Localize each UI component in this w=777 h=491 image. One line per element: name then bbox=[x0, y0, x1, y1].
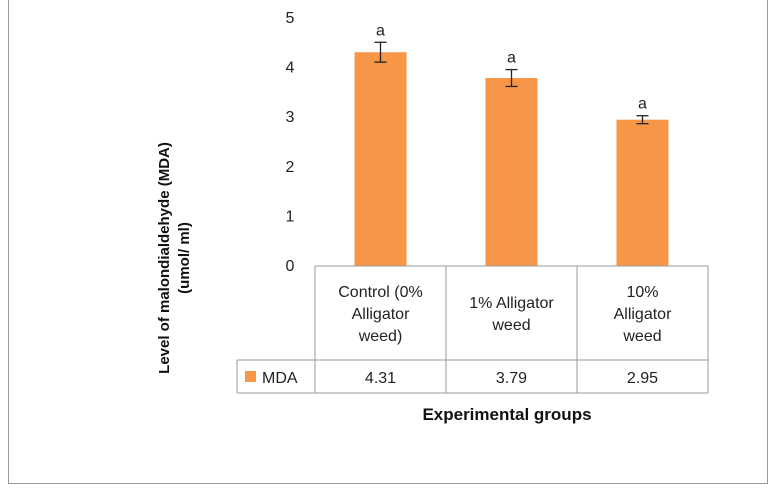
y-axis-label-line1: Level of malondialdehyde (MDA) bbox=[156, 142, 173, 374]
error-bars bbox=[374, 41, 649, 125]
y-tick-label: 3 bbox=[286, 109, 295, 126]
category-label: weed) bbox=[358, 328, 403, 345]
category-label: 1% Alligator bbox=[469, 295, 554, 312]
y-tick-label: 4 bbox=[286, 60, 295, 77]
significance-label: a bbox=[507, 50, 516, 67]
x-axis-label: Experimental groups bbox=[422, 405, 591, 424]
bar bbox=[616, 119, 669, 267]
data-table-values: 4.31 3.79 2.95 bbox=[365, 370, 658, 387]
data-table-legend: MDA bbox=[245, 370, 298, 387]
y-axis-label-line2: (umol/ ml) bbox=[176, 222, 193, 294]
category-label: Alligator bbox=[614, 306, 672, 323]
category-label: 10% bbox=[626, 284, 658, 301]
data-table-value: 3.79 bbox=[496, 370, 527, 387]
category-label: Control (0% bbox=[338, 284, 422, 301]
legend-swatch bbox=[245, 371, 256, 382]
data-table-value: 2.95 bbox=[627, 370, 658, 387]
y-axis-ticks: 0 1 2 3 4 5 bbox=[286, 10, 295, 275]
significance-label: a bbox=[638, 96, 647, 113]
category-labels: Control (0% Alligator weed) 1% Alligator wee… bbox=[338, 284, 672, 345]
y-tick-label: 5 bbox=[286, 10, 295, 27]
data-table-value: 4.31 bbox=[365, 370, 396, 387]
legend-label: MDA bbox=[262, 370, 298, 387]
category-label: weed bbox=[491, 317, 530, 334]
significance-label: a bbox=[376, 22, 385, 39]
category-label: weed bbox=[622, 328, 661, 345]
bar bbox=[485, 78, 538, 267]
bar bbox=[354, 52, 407, 266]
chart-frame bbox=[8, 0, 768, 484]
category-label: Alligator bbox=[352, 306, 410, 323]
y-tick-label: 0 bbox=[286, 258, 295, 275]
significance-labels: a a a bbox=[376, 22, 647, 112]
bars bbox=[354, 52, 669, 267]
data-table-grid bbox=[236, 265, 709, 394]
y-tick-label: 2 bbox=[286, 159, 295, 176]
y-tick-label: 1 bbox=[286, 208, 295, 225]
